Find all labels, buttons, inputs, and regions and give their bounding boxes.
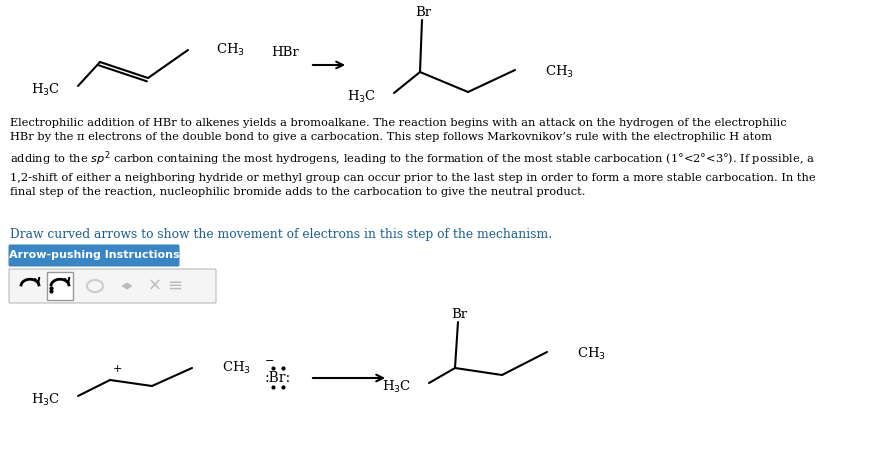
- Text: CH$_3$: CH$_3$: [577, 346, 606, 362]
- FancyBboxPatch shape: [9, 244, 179, 267]
- Text: ×: ×: [148, 277, 162, 295]
- Text: Br: Br: [451, 308, 467, 321]
- Text: Draw curved arrows to show the movement of electrons in this step of the mechani: Draw curved arrows to show the movement …: [10, 228, 552, 241]
- FancyBboxPatch shape: [47, 272, 73, 300]
- Text: H$_3$C: H$_3$C: [30, 82, 60, 98]
- Text: Arrow-pushing Instructions: Arrow-pushing Instructions: [9, 250, 179, 261]
- Text: Br: Br: [415, 6, 431, 18]
- Text: ≡: ≡: [168, 277, 183, 295]
- Text: H$_3$C: H$_3$C: [30, 392, 60, 408]
- Text: H$_3$C: H$_3$C: [382, 379, 411, 395]
- Text: CH$_3$: CH$_3$: [216, 42, 245, 58]
- Text: CH$_3$: CH$_3$: [222, 360, 251, 376]
- Text: Electrophilic addition of HBr to alkenes yields a bromoalkane. The reaction begi: Electrophilic addition of HBr to alkenes…: [10, 118, 815, 197]
- FancyBboxPatch shape: [9, 269, 216, 303]
- Text: CH$_3$: CH$_3$: [545, 64, 574, 80]
- Text: H$_3$C: H$_3$C: [347, 89, 376, 105]
- Text: −: −: [265, 356, 275, 366]
- Text: HBr: HBr: [271, 45, 299, 59]
- Text: +: +: [112, 364, 121, 374]
- Text: :Br:: :Br:: [265, 371, 291, 385]
